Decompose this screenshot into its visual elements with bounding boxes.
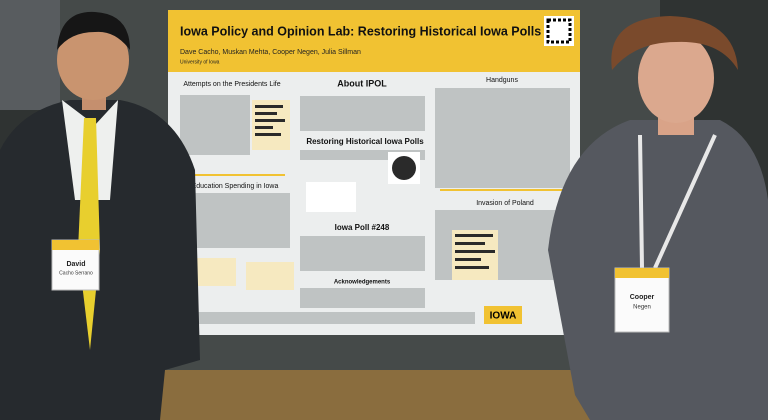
badge-first-name: Cooper bbox=[630, 294, 655, 301]
section-heading: Acknowledgements bbox=[334, 280, 391, 286]
section-heading: Invasion of Poland bbox=[476, 200, 534, 207]
iowa-logo bbox=[484, 306, 522, 324]
right-badge bbox=[614, 267, 670, 333]
poster-affiliation: University of Iowa bbox=[180, 59, 220, 65]
right-lanyard bbox=[638, 134, 717, 269]
logo-text: IOWA bbox=[490, 311, 517, 322]
left-badge-band bbox=[52, 240, 99, 250]
section-heading: Handguns bbox=[486, 77, 518, 84]
section-heading: Restoring Historical Iowa Polls bbox=[306, 137, 424, 146]
section-heading: About IPOL bbox=[337, 78, 387, 88]
section-heading: Iowa Poll #248 bbox=[335, 223, 390, 232]
poster-title: Iowa Policy and Opinion Lab: Restoring H… bbox=[180, 24, 541, 38]
qr-pattern bbox=[546, 18, 572, 44]
left-person-hair bbox=[57, 11, 130, 50]
left-person-suit bbox=[0, 100, 200, 420]
divider-lines bbox=[185, 174, 565, 191]
right-person-hair bbox=[611, 16, 738, 70]
badge-first-name: David bbox=[66, 261, 85, 268]
body-text-blocks bbox=[175, 88, 570, 324]
badge-last-name: Cacho Serrano bbox=[59, 270, 93, 276]
left-person-face bbox=[57, 20, 129, 100]
left-person-tie bbox=[78, 118, 100, 350]
right-person-face bbox=[638, 33, 714, 123]
right-badge-band bbox=[615, 268, 669, 278]
carpet bbox=[150, 370, 600, 420]
chart-thumbnails bbox=[196, 100, 498, 290]
room-background bbox=[0, 0, 60, 110]
poster-authors: Dave Cacho, Muskan Mehta, Cooper Negen, … bbox=[180, 49, 361, 56]
section-heading: Attempts on the Presidents Life bbox=[183, 81, 280, 88]
poster-header bbox=[168, 10, 580, 72]
badge-last-name: Negen bbox=[633, 305, 651, 311]
section-heading: Education Spending in Iowa bbox=[192, 183, 279, 190]
